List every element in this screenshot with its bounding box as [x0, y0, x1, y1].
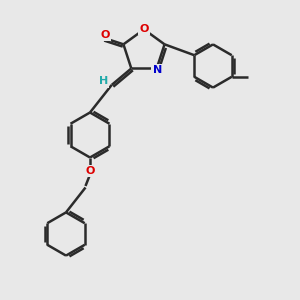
Text: O: O — [85, 166, 95, 176]
Text: H: H — [99, 76, 108, 86]
Text: O: O — [139, 24, 149, 34]
Text: O: O — [100, 30, 110, 40]
Text: N: N — [153, 65, 162, 75]
